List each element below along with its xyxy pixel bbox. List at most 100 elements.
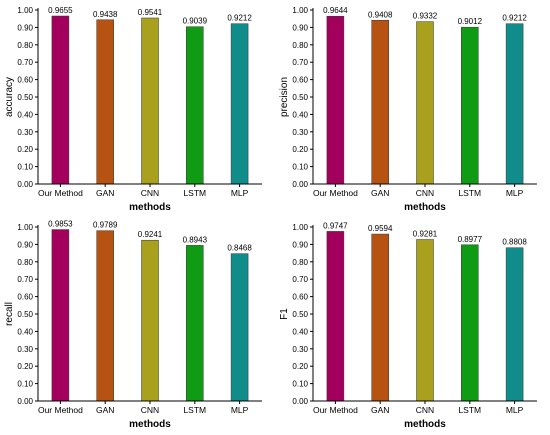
y-tick-label: 0.10 bbox=[17, 163, 33, 172]
chart-f1-svg: 0.00 0.10 0.20 0.30 0.40 0.50 0.60 0.70 0.80 0.90… bbox=[279, 221, 537, 430]
value-label-cnn: 0.9332 bbox=[413, 12, 438, 21]
y-tick-label: 0.20 bbox=[17, 362, 33, 371]
value-label-gan: 0.9408 bbox=[368, 10, 393, 19]
bar-lstm bbox=[461, 244, 479, 402]
bar-lstm bbox=[186, 245, 204, 402]
x-tick-label-mlp: MLP bbox=[231, 405, 249, 415]
x-tick-label-lstm: LSTM bbox=[458, 405, 481, 415]
bar-our-method bbox=[51, 229, 70, 402]
y-tick-label: 0.90 bbox=[292, 240, 308, 249]
x-tick-label-gan: GAN bbox=[96, 188, 114, 198]
x-tick-label-gan: GAN bbox=[371, 405, 389, 415]
y-tick-label: 0.80 bbox=[17, 258, 33, 267]
bar-our-method bbox=[51, 15, 70, 185]
x-axis-label: methods bbox=[129, 419, 171, 430]
chart-precision-svg: 0.00 0.10 0.20 0.30 0.40 0.50 0.60 0.70 0.80 0.90… bbox=[279, 6, 537, 213]
value-label-lstm: 0.9012 bbox=[458, 17, 483, 26]
y-tick-label: 0.00 bbox=[292, 397, 308, 406]
value-label-cnn: 0.9281 bbox=[413, 230, 438, 239]
x-tick-label-cnn: CNN bbox=[416, 405, 434, 415]
x-axis-label: methods bbox=[404, 202, 446, 213]
x-tick-label-mlp: MLP bbox=[231, 188, 249, 198]
y-tick-label: 0.80 bbox=[292, 41, 308, 50]
y-tick-label: 1.00 bbox=[292, 6, 308, 15]
bar-mlp bbox=[230, 23, 249, 185]
bar-gan bbox=[96, 230, 114, 402]
y-tick-label: 1.00 bbox=[17, 223, 33, 232]
x-tick-label-cnn: CNN bbox=[416, 188, 434, 198]
value-label-mlp: 0.9212 bbox=[227, 14, 252, 23]
y-axis-label: recall bbox=[4, 302, 15, 326]
bar-gan bbox=[371, 20, 389, 185]
x-tick-label-lstm: LSTM bbox=[458, 188, 481, 198]
y-tick-label: 0.40 bbox=[17, 327, 33, 336]
y-axis-label: F1 bbox=[279, 308, 290, 320]
x-axis-label: methods bbox=[129, 202, 171, 213]
x-tick-label-our-method: Our Method bbox=[313, 188, 358, 198]
y-tick-label: 0.00 bbox=[17, 397, 33, 406]
chart-recall-svg: 0.00 0.10 0.20 0.30 0.40 0.50 0.60 0.70 0.80 0.90… bbox=[4, 220, 262, 430]
chart-recall: 0.00 0.10 0.20 0.30 0.40 0.50 0.60 0.70 0.80 0.90… bbox=[0, 217, 275, 434]
y-tick-label: 0.70 bbox=[17, 58, 33, 67]
y-tick-label: 0.70 bbox=[292, 58, 308, 67]
y-tick-label: 0.50 bbox=[17, 93, 33, 102]
y-tick-label: 0.30 bbox=[17, 345, 33, 354]
bar-gan bbox=[96, 19, 114, 185]
y-tick-label: 0.00 bbox=[292, 180, 308, 189]
x-tick-label-mlp: MLP bbox=[506, 405, 524, 415]
bar-lstm bbox=[186, 26, 204, 185]
bar-our-method bbox=[326, 231, 345, 402]
value-label-cnn: 0.9241 bbox=[138, 230, 163, 239]
bar-gan bbox=[371, 233, 389, 402]
y-tick-label: 0.50 bbox=[292, 93, 308, 102]
chart-f1: 0.00 0.10 0.20 0.30 0.40 0.50 0.60 0.70 0.80 0.90… bbox=[275, 217, 550, 434]
y-tick-label: 0.10 bbox=[17, 380, 33, 389]
y-tick-label: 0.70 bbox=[292, 275, 308, 284]
y-tick-label: 0.10 bbox=[292, 380, 308, 389]
y-tick-label: 0.80 bbox=[292, 258, 308, 267]
y-tick-label: 0.50 bbox=[292, 310, 308, 319]
value-label-our-method: 0.9644 bbox=[323, 6, 348, 15]
y-tick-label: 1.00 bbox=[292, 223, 308, 232]
chart-precision: 0.00 0.10 0.20 0.30 0.40 0.50 0.60 0.70 0.80 0.90… bbox=[275, 0, 550, 217]
y-tick-label: 0.40 bbox=[17, 110, 33, 119]
y-axis-label: precision bbox=[279, 77, 290, 117]
chart-accuracy: 0.00 0.10 0.20 0.30 0.40 0.50 0.60 0.70 0.80 0.90… bbox=[0, 0, 275, 217]
y-tick-label: 0.30 bbox=[292, 345, 308, 354]
x-tick-label-cnn: CNN bbox=[141, 188, 159, 198]
y-tick-label: 0.60 bbox=[292, 293, 308, 302]
chart-accuracy-svg: 0.00 0.10 0.20 0.30 0.40 0.50 0.60 0.70 0.80 0.90… bbox=[4, 6, 262, 213]
x-tick-label-our-method: Our Method bbox=[38, 405, 83, 415]
x-tick-label-lstm: LSTM bbox=[183, 405, 206, 415]
value-label-lstm: 0.8977 bbox=[458, 235, 483, 244]
bar-cnn bbox=[141, 239, 159, 402]
y-tick-label: 0.80 bbox=[17, 41, 33, 50]
value-label-lstm: 0.9039 bbox=[183, 17, 208, 26]
value-label-our-method: 0.9747 bbox=[323, 221, 348, 230]
y-tick-label: 0.70 bbox=[17, 275, 33, 284]
bar-cnn bbox=[416, 21, 434, 185]
y-tick-label: 0.20 bbox=[292, 362, 308, 371]
bar-our-method bbox=[326, 15, 345, 185]
x-tick-label-gan: GAN bbox=[96, 405, 114, 415]
value-label-gan: 0.9594 bbox=[368, 224, 393, 233]
y-tick-label: 0.20 bbox=[17, 145, 33, 154]
bar-cnn bbox=[141, 17, 159, 185]
value-label-cnn: 0.9541 bbox=[138, 8, 163, 17]
y-tick-label: 0.60 bbox=[292, 76, 308, 85]
y-tick-label: 0.90 bbox=[17, 240, 33, 249]
value-label-mlp: 0.9212 bbox=[502, 14, 527, 23]
y-tick-label: 0.60 bbox=[17, 293, 33, 302]
y-axis-label: accuracy bbox=[4, 77, 15, 117]
y-tick-label: 0.90 bbox=[292, 23, 308, 32]
x-axis-label: methods bbox=[404, 419, 446, 430]
y-tick-label: 1.00 bbox=[17, 6, 33, 15]
value-label-our-method: 0.9853 bbox=[48, 220, 73, 229]
value-label-mlp: 0.8468 bbox=[227, 244, 252, 253]
value-label-lstm: 0.8943 bbox=[183, 235, 208, 244]
y-tick-label: 0.30 bbox=[292, 128, 308, 137]
y-tick-label: 0.60 bbox=[17, 76, 33, 85]
x-tick-label-our-method: Our Method bbox=[38, 188, 83, 198]
bar-mlp bbox=[505, 23, 524, 185]
x-tick-label-cnn: CNN bbox=[141, 405, 159, 415]
